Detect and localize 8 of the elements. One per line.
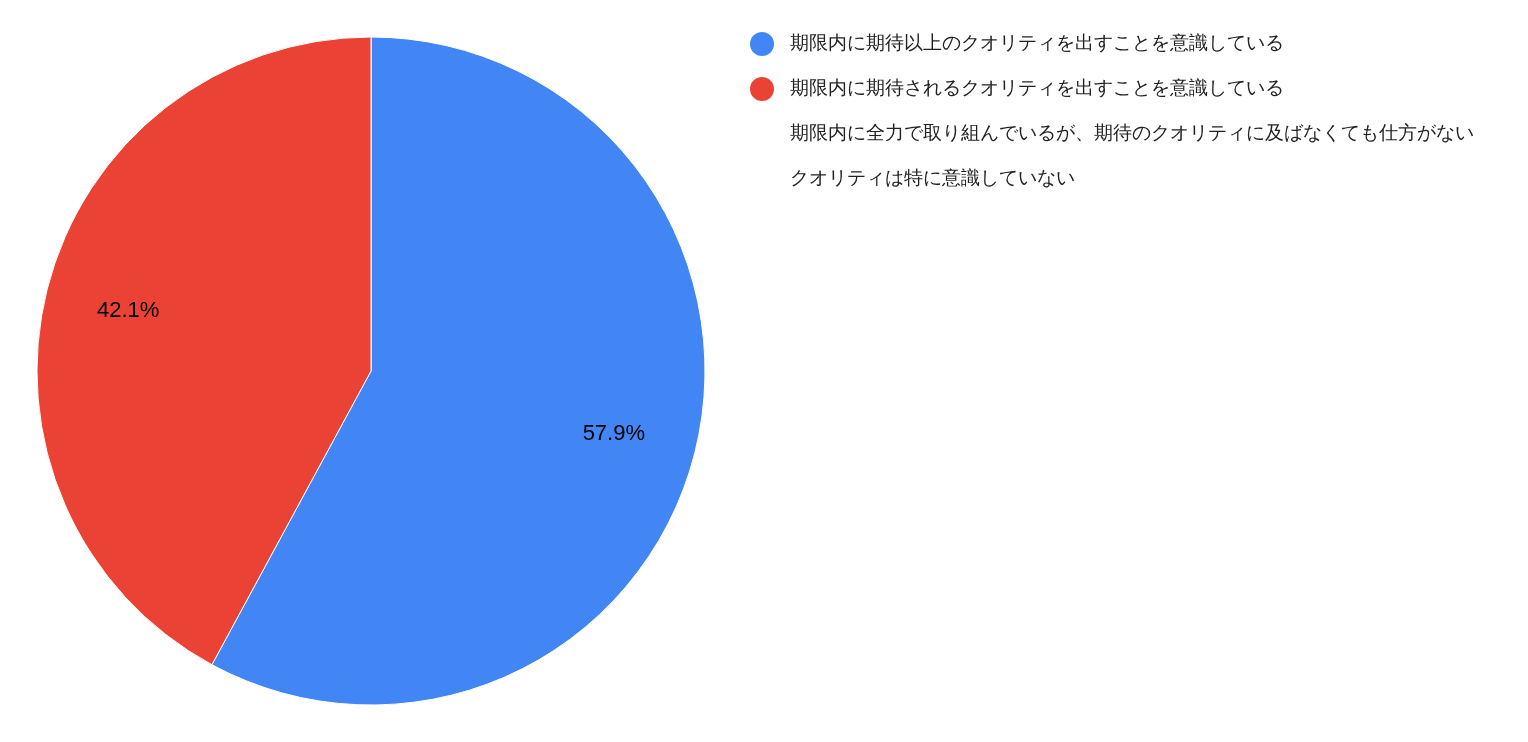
category-label: クオリティは特に意識していない: [790, 166, 1075, 188]
slice: 42.1%: [37, 36, 372, 666]
data-label: 42.1%: [96, 296, 160, 322]
data-label: 57.9%: [582, 420, 646, 446]
legend-label: 期限内に期待されるクオリティを出すことを意識している: [790, 76, 1284, 98]
category-label: 期限内に全力で取り組んでいるが、期待のクオリティに及ばなくても仕方がない: [790, 121, 1474, 143]
slice: 57.9%: [211, 36, 706, 706]
legend-label: 期限内に期待以上のクオリティを出すことを意識している: [790, 31, 1284, 53]
